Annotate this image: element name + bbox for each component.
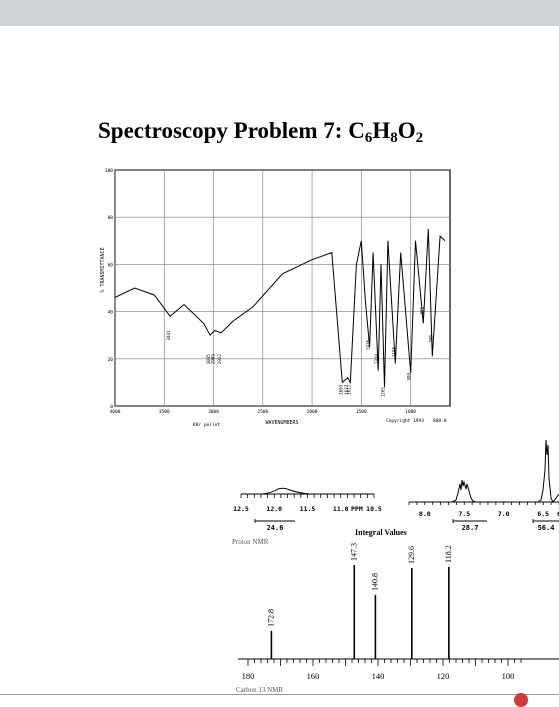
carbon-peak-label: 140.8 [370,573,379,591]
ir-x-tick: 3500 [159,409,170,415]
window-top-bar [0,0,559,26]
title-sub-o: 2 [415,130,424,146]
proton-integrals: 24.6 28.7 56.4 [254,519,559,532]
proton-right-tick-label: 7.5 [458,510,470,518]
ir-grid [114,169,450,407]
title-h: H [372,118,391,143]
proton-right-tick-label: 8.0 [419,510,431,518]
ir-peak-label: 1693 [338,384,343,395]
ir-peak-label: 3441 [166,330,171,341]
ir-x-label: WAVENUMBERS [265,420,298,426]
ir-peak-label: 2989 [211,354,216,365]
carbon-tick-label: 100 [502,671,515,681]
proton-integral-value: 24.6 [267,524,284,532]
ir-y-tick: 0 [110,404,113,410]
carbon-tick-label: 160 [307,671,320,681]
ir-x-tick: 1500 [356,409,367,415]
proton-nmr-caption: Proton NMR [232,538,269,546]
ir-peak-label: 3035 [206,354,211,365]
title-prefix: Spectroscopy Problem 7: C [98,118,365,143]
ir-x-tick: 1000 [405,409,416,415]
ir-code: 888.8 [433,418,447,424]
ir-spectrum-trace [114,228,446,388]
proton-right-tick-label: 6.5 [537,510,549,518]
ir-peak-label: 1416 [366,339,371,350]
proton-left-tick-label: 11.5 [300,505,316,513]
carbon-tick-label: 180 [242,671,255,681]
proton-left-tick-label: 12.0 [266,505,282,513]
ir-y-label: % TRANSMITTANCE [100,247,106,292]
ir-y-tick: 60 [108,262,114,268]
carbon-peak-label: 118.2 [444,545,453,563]
carbon-peaks: 172.8 147.3 140.8 129.6 118.2 [266,543,453,659]
ir-x-tick: 2000 [307,409,318,415]
ir-x-tick: 3000 [208,409,219,415]
bottom-divider [0,694,559,695]
proton-acid-trace [241,487,374,495]
ir-peak-label: 1265 [380,387,385,398]
ir-peak-label: 1155 [391,347,396,358]
ir-y-tick: 80 [108,215,114,221]
proton-vinyl-trace [409,439,559,503]
carbon-nmr-caption: Carbon 13 NMR [236,686,283,694]
proton-integral-value: 56.4 [538,524,555,532]
integral-values-label: Integral Values [355,528,407,537]
ir-x-tick: 2500 [257,409,268,415]
proton-ppm-label: PPM [351,505,363,513]
proton-right-ticks: 8.0 7.5 7.0 6.5 6 [408,502,559,518]
ir-peak-label: 871 [419,306,424,314]
title-o: O [397,118,416,143]
carbon-peak-label: 129.6 [407,546,416,564]
ir-y-tick: 40 [108,310,114,316]
ir-y-tick: 20 [108,357,114,363]
title-sub-h: 8 [390,130,398,146]
proton-integral-value: 28.7 [462,524,479,532]
proton-left-tick-label: 11.0 [333,505,349,513]
proton-left-tick-label: 12.5 [233,505,249,513]
title-sub-c: 6 [364,130,373,146]
proton-right-tick-label: 7.0 [498,510,510,518]
proton-right-tick-label: 6 [557,510,559,518]
slide-title: Spectroscopy Problem 7: C6H8O2 [98,118,423,147]
carbon-ticks: 180 160 140 120 100 [242,659,522,681]
ir-x-ticks: 4000 3500 3000 2500 2000 1500 1000 [110,409,417,415]
ir-peak-label: 999 [407,372,412,380]
carbon-tick-label: 120 [437,671,450,681]
ir-peak-label: 1612 [346,384,351,395]
record-indicator-icon [514,693,528,707]
ir-y-ticks: 100 80 60 40 20 0 [105,168,113,410]
ir-peak-label: 2922 [217,354,222,365]
carbon-peak-label: 147.3 [349,543,358,561]
proton-left-ticks: 12.5 12.0 11.5 11.0 10.5 [233,494,382,513]
ir-peak-label: 780 [428,335,433,343]
proton-left-tick-label: 10.5 [366,505,382,513]
ir-copyright: Copyright 1993 [386,418,424,424]
carbon-tick-label: 140 [372,671,385,681]
ir-peak-label: 1329 [374,354,379,365]
ir-peak-label: 1637 [344,384,349,395]
carbon-peak-label: 172.8 [266,609,275,627]
ir-sample-note: KBr pellet [193,422,220,428]
ir-y-tick: 100 [105,168,113,174]
ir-x-tick: 4000 [110,409,121,415]
ir-frame [114,169,451,407]
